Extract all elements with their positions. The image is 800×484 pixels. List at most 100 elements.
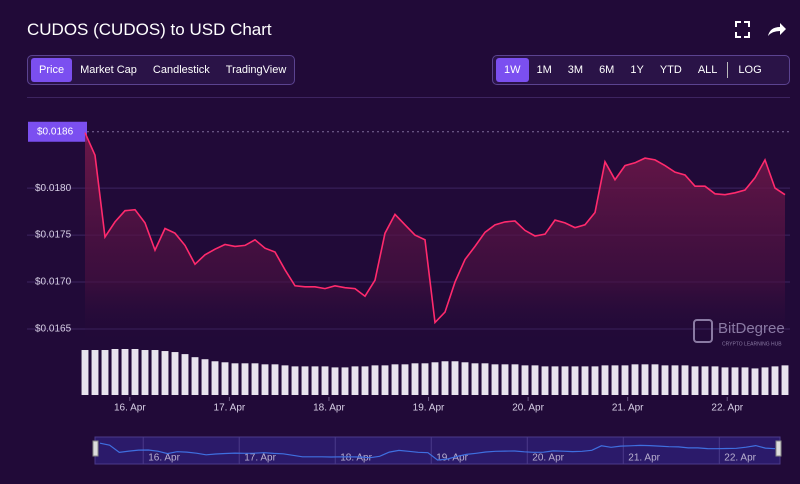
volume-bar: [271, 364, 279, 395]
volume-bar: [281, 365, 289, 395]
volume-bar: [141, 350, 149, 395]
volume-bar: [531, 365, 539, 395]
range-button[interactable]: 1M: [536, 64, 552, 76]
volume-bar: [331, 367, 339, 395]
volume-bar: [411, 363, 419, 395]
navigator-handle[interactable]: [92, 440, 99, 457]
volume-bar: [781, 365, 789, 395]
x-tick-label: 19. Apr: [413, 403, 445, 414]
view-button[interactable]: Price: [31, 58, 73, 82]
y-tick-label: $0.0175: [35, 230, 72, 241]
volume-bar: [231, 363, 239, 395]
volume-bar: [511, 364, 519, 395]
navigator-label: 22. Apr: [724, 453, 756, 464]
volume-bar: [121, 349, 129, 395]
volume-bar: [621, 365, 629, 395]
volume-bar: [561, 366, 569, 395]
current-price-badge: [28, 121, 87, 142]
volume-bar: [751, 368, 759, 395]
x-tick-label: 17. Apr: [214, 403, 246, 414]
volume-bar: [571, 366, 579, 395]
navigator-handle[interactable]: [775, 440, 782, 457]
volume-bar: [171, 352, 179, 395]
range-button[interactable]: ALL: [697, 64, 718, 76]
log-button[interactable]: LOG: [738, 64, 762, 76]
volume-bar: [291, 366, 299, 395]
navigator-label: 16. Apr: [148, 453, 180, 464]
navigator-line: [99, 442, 776, 461]
price-area: [85, 132, 785, 345]
volume-bar: [261, 364, 269, 395]
view-toggle: Price Market Cap Candlestick TradingView: [27, 55, 295, 85]
volume-bar: [251, 363, 259, 395]
volume-bar: [361, 366, 369, 395]
volume-bar: [131, 349, 139, 395]
view-button[interactable]: Market Cap: [80, 64, 137, 76]
volume-bar: [111, 349, 119, 395]
volume-bar: [211, 361, 219, 395]
volume-bar: [91, 350, 99, 395]
volume-bar: [461, 362, 469, 395]
volume-bar: [351, 366, 359, 395]
volume-bar: [441, 361, 449, 395]
volume-bar: [491, 364, 499, 395]
watermark-name: BitDegree: [718, 320, 785, 337]
navigator-label: 21. Apr: [628, 453, 660, 464]
x-tick-label: 20. Apr: [512, 403, 544, 414]
volume-bar: [631, 364, 639, 395]
volume-bar: [581, 366, 589, 395]
volume-bar: [321, 366, 329, 395]
x-tick-label: 22. Apr: [711, 403, 743, 414]
view-button[interactable]: TradingView: [225, 64, 287, 76]
separator: [727, 62, 729, 78]
volume-bar: [681, 365, 689, 395]
volume-bar: [691, 366, 699, 395]
navigator-frame: [94, 436, 781, 465]
volume-bar: [741, 367, 749, 395]
volume-bar: [451, 361, 459, 395]
volume-bar: [221, 362, 229, 395]
volume-bar: [371, 365, 379, 395]
range-button[interactable]: 3M: [567, 64, 584, 76]
range-button[interactable]: 6M: [599, 64, 615, 76]
volume-bar: [151, 350, 159, 395]
volume-bar: [471, 363, 479, 395]
range-button[interactable]: YTD: [659, 64, 682, 76]
volume-bar: [341, 367, 349, 395]
volume-bar: [101, 350, 109, 395]
volume-bar: [641, 364, 649, 395]
plot-top-border: [27, 97, 790, 98]
volume-bar: [761, 367, 769, 395]
volume-bar: [701, 366, 709, 395]
navigator-label: 17. Apr: [244, 453, 276, 464]
share-icon[interactable]: [768, 23, 786, 36]
navigator-label: 20. Apr: [532, 453, 564, 464]
range-button[interactable]: 1W: [496, 58, 529, 82]
volume-bar: [551, 366, 559, 395]
y-tick-label: $0.0180: [35, 183, 72, 194]
volume-bar: [181, 354, 189, 395]
x-tick-label: 16. Apr: [114, 403, 146, 414]
chart-title: CUDOS (CUDOS) to USD Chart: [27, 20, 272, 39]
volume-bar: [601, 365, 609, 395]
volume-bar: [591, 366, 599, 395]
watermark-tagline: CRYPTO LEARNING HUB: [722, 341, 782, 347]
volume-bar: [381, 365, 389, 395]
fullscreen-icon[interactable]: [735, 21, 750, 38]
range-button[interactable]: 1Y: [630, 64, 644, 76]
volume-bar: [651, 364, 659, 395]
price-line: [84, 132, 786, 325]
volume-bar: [481, 363, 489, 395]
navigator-label: 18. Apr: [340, 453, 372, 464]
x-tick-label: 21. Apr: [612, 403, 644, 414]
volume-bar: [501, 364, 509, 395]
volume-bar: [541, 366, 549, 395]
y-tick-label: $0.0170: [35, 277, 72, 288]
view-button[interactable]: Candlestick: [152, 64, 210, 76]
volume-bar: [241, 363, 249, 395]
volume-bar: [81, 350, 89, 395]
volume-bar: [771, 366, 779, 395]
volume-bar: [191, 357, 199, 395]
volume-bar: [311, 366, 319, 395]
